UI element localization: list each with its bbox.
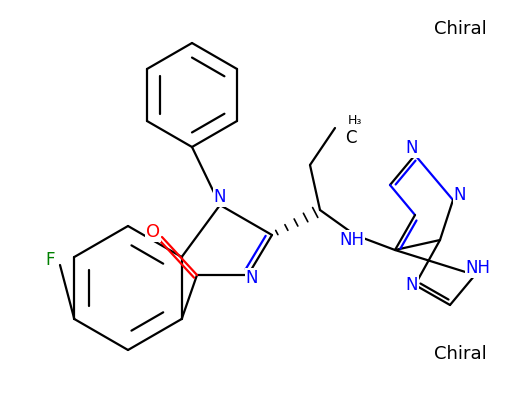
Text: Chiral: Chiral [434, 345, 486, 363]
Text: N: N [214, 188, 226, 206]
Text: N: N [406, 139, 418, 157]
Text: N: N [406, 276, 418, 294]
Text: Chiral: Chiral [434, 20, 486, 38]
Text: N: N [246, 269, 258, 287]
Text: N: N [454, 186, 466, 204]
Text: H₃: H₃ [348, 113, 362, 126]
Text: F: F [45, 251, 55, 269]
Text: NH: NH [465, 259, 490, 277]
Text: NH: NH [339, 231, 365, 249]
Text: C: C [345, 129, 356, 147]
Text: O: O [146, 223, 160, 241]
